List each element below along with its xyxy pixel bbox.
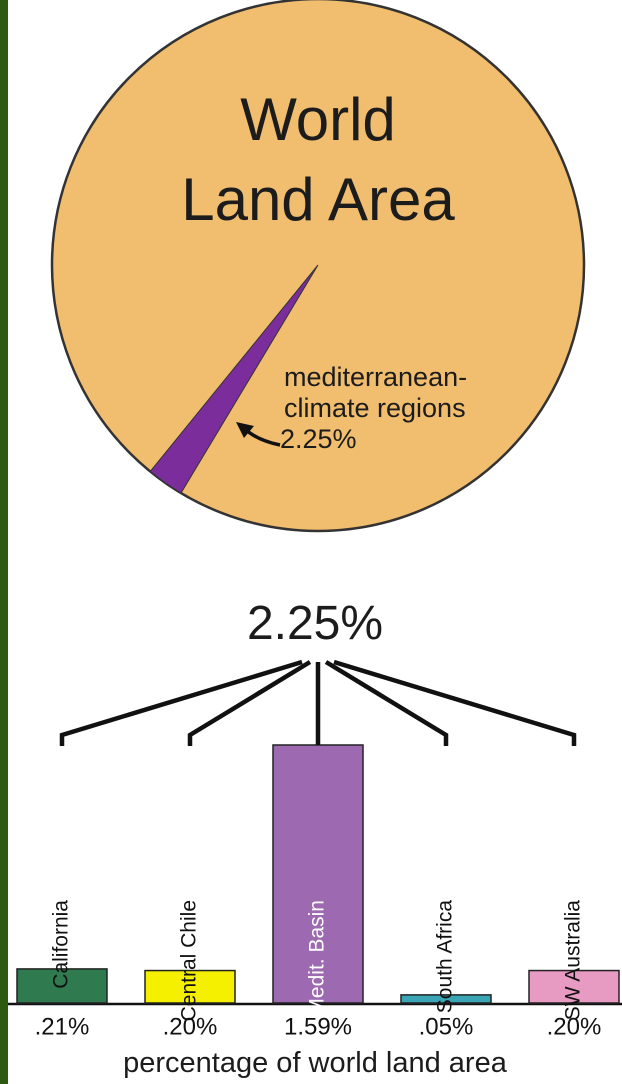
category-label: Medit. Basin <box>306 900 329 1016</box>
category-label: Central Chile <box>178 900 201 1021</box>
infographic: California .21% Central Chile .20% Medit. Ba… <box>8 0 622 1084</box>
slice-label: mediterranean-climate regions <box>284 362 468 423</box>
category-label: California <box>50 900 73 989</box>
bar <box>16 968 108 1004</box>
category-label: South Africa <box>434 900 457 1014</box>
bar <box>400 994 492 1004</box>
bar <box>144 969 236 1004</box>
bar <box>528 969 620 1004</box>
value-label: .21% <box>35 1013 90 1040</box>
value-label: .20% <box>547 1013 602 1040</box>
value-label: .05% <box>419 1013 474 1040</box>
pie-title: World Land Area <box>181 86 455 233</box>
connector <box>187 660 312 746</box>
total-label: 2.25% <box>246 597 384 650</box>
pie-slice <box>149 264 319 494</box>
slice-value-label: 2.25% <box>280 424 357 454</box>
connector <box>59 659 303 746</box>
chart: California.21%Central Chile.20%Medit. Ba… <box>8 0 622 1040</box>
category-label: SW Australia <box>562 900 585 1021</box>
value-label: .20% <box>163 1013 218 1040</box>
value-label: 1.59% <box>284 1013 352 1040</box>
connector <box>333 659 577 746</box>
x-axis-label: percentage of world land area <box>123 1047 507 1079</box>
bar <box>272 744 364 1004</box>
connector <box>324 660 449 746</box>
arrow-head <box>236 422 254 438</box>
